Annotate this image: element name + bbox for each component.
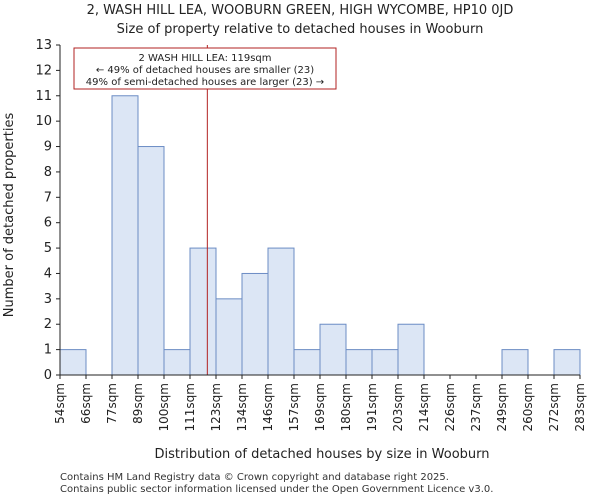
annotation-box: 2 WASH HILL LEA: 119sqm ← 49% of detache…	[73, 47, 337, 90]
x-tick-label: 191sqm	[365, 383, 379, 431]
histogram-bar	[215, 298, 243, 376]
footer-line1: Contains HM Land Registry data © Crown c…	[60, 472, 449, 483]
bars-group	[59, 95, 581, 376]
y-tick-label: 13	[35, 38, 52, 53]
y-tick-label: 1	[44, 343, 52, 358]
x-tick-label: 249sqm	[495, 383, 509, 431]
footer-line2: Contains public sector information licen…	[60, 484, 494, 495]
x-tick-label: 157sqm	[287, 383, 301, 431]
x-tick-label: 180sqm	[339, 383, 353, 431]
x-tick-label: 100sqm	[157, 383, 171, 431]
x-axis-label: Distribution of detached houses by size …	[154, 447, 489, 462]
x-tick-label: 111sqm	[183, 383, 197, 431]
histogram-bar	[59, 349, 87, 376]
histogram-bar	[371, 349, 399, 376]
x-tick-label: 54sqm	[53, 383, 67, 424]
x-tick-label: 237sqm	[469, 383, 483, 431]
y-tick-label: 10	[35, 114, 52, 129]
histogram-bar	[137, 146, 165, 376]
y-tick-label: 8	[44, 165, 52, 180]
y-tick-label: 2	[44, 317, 52, 332]
x-tick-label: 77sqm	[105, 383, 119, 424]
x-tick-label: 66sqm	[79, 383, 93, 424]
chart-subtitle: Size of property relative to detached ho…	[116, 22, 484, 37]
x-tick-label: 203sqm	[391, 383, 405, 431]
x-tick-label: 283sqm	[573, 383, 587, 431]
y-tick-label: 11	[35, 89, 52, 104]
x-tick-label: 272sqm	[547, 383, 561, 431]
annotation-line1: 2 WASH HILL LEA: 119sqm	[138, 53, 271, 64]
x-tick-label: 134sqm	[235, 383, 249, 431]
y-tick-label: 3	[44, 292, 52, 307]
histogram-bar	[553, 349, 581, 376]
histogram-bar	[241, 272, 269, 376]
y-tick-label: 0	[44, 368, 52, 383]
x-tick-label: 123sqm	[209, 383, 223, 431]
x-tick-label: 146sqm	[261, 383, 275, 431]
y-tick-label: 6	[44, 216, 52, 231]
histogram-bar	[293, 349, 321, 376]
histogram-bar	[267, 247, 295, 376]
x-tick-label: 226sqm	[443, 383, 457, 431]
y-tick-label: 5	[44, 241, 52, 256]
y-axis-label: Number of detached properties	[2, 113, 17, 318]
y-tick-label: 7	[44, 190, 52, 205]
histogram-bar	[111, 95, 139, 376]
histogram-bar	[189, 247, 217, 376]
y-tick-label: 9	[44, 140, 52, 155]
histogram-bar	[501, 349, 529, 376]
x-tick-label: 169sqm	[313, 383, 327, 431]
x-tick-label: 89sqm	[131, 383, 145, 424]
histogram-bar	[163, 349, 191, 376]
histogram-bar	[397, 323, 425, 376]
y-tick-label: 12	[35, 63, 52, 78]
histogram-bar	[345, 349, 373, 376]
x-tick-label: 214sqm	[417, 383, 431, 431]
annotation-line2: ← 49% of detached houses are smaller (23…	[96, 65, 314, 76]
chart-title: 2, WASH HILL LEA, WOOBURN GREEN, HIGH WY…	[86, 3, 514, 18]
x-tick-label: 260sqm	[521, 383, 535, 431]
annotation-line3: 49% of semi-detached houses are larger (…	[86, 77, 324, 88]
y-tick-label: 4	[44, 266, 52, 281]
histogram-bar	[319, 323, 347, 376]
